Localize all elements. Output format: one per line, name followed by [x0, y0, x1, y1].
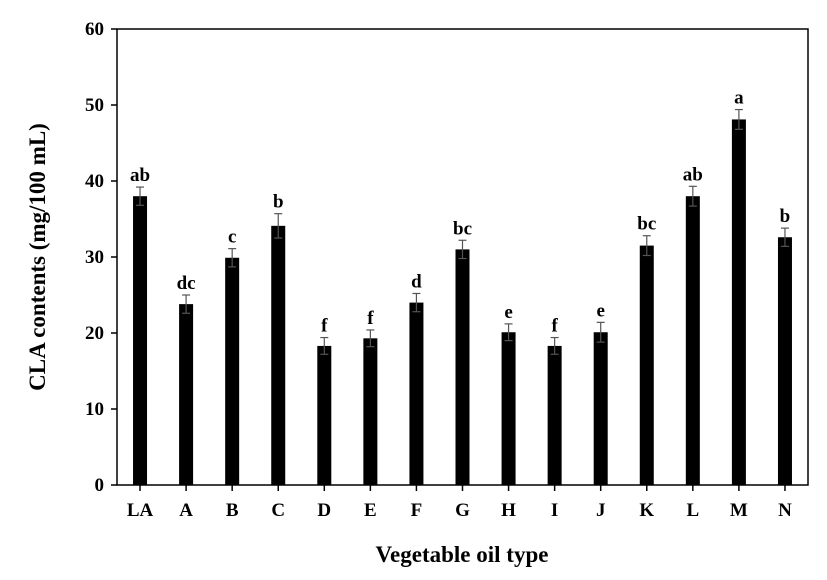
x-tick-label: C — [271, 500, 285, 521]
significance-label: d — [411, 271, 422, 292]
significance-label: f — [321, 316, 328, 337]
significance-label: f — [551, 316, 558, 337]
x-tick-label: N — [778, 500, 792, 521]
y-tick-label: 20 — [85, 323, 104, 344]
significance-label: b — [273, 192, 284, 213]
x-axis-title: Vegetable oil type — [376, 542, 549, 567]
bar — [317, 345, 332, 485]
significance-label: a — [734, 88, 744, 109]
significance-label: bc — [637, 214, 656, 235]
bar — [179, 304, 194, 485]
bar — [731, 119, 746, 485]
bar — [639, 245, 654, 485]
bar — [271, 225, 286, 485]
x-tick-label: K — [639, 500, 654, 521]
significance-label: ab — [683, 164, 703, 185]
significance-label: b — [780, 206, 791, 227]
y-axis-title: CLA contents (mg/100 mL) — [25, 123, 50, 391]
x-tick-label: F — [411, 500, 423, 521]
bar — [455, 249, 470, 485]
x-tick-label: G — [455, 500, 470, 521]
x-tick-label: LA — [127, 500, 154, 521]
bar — [501, 332, 516, 485]
x-tick-label: A — [179, 500, 193, 521]
y-tick-label: 40 — [85, 171, 104, 192]
x-tick-label: L — [686, 500, 699, 521]
bar — [363, 338, 378, 485]
x-tick-label: H — [501, 500, 516, 521]
bar — [685, 196, 700, 485]
significance-label: dc — [177, 273, 196, 294]
x-tick-label: D — [317, 500, 331, 521]
significance-label: c — [228, 227, 236, 248]
significance-label: e — [504, 302, 512, 323]
bar — [777, 237, 792, 485]
x-tick-label: J — [596, 500, 606, 521]
y-tick-label: 60 — [85, 19, 104, 40]
y-tick-label: 30 — [85, 247, 104, 268]
x-tick-label: B — [226, 500, 239, 521]
significance-label: f — [367, 308, 374, 329]
bar — [547, 345, 562, 485]
y-tick-label: 50 — [85, 95, 104, 116]
y-tick-label: 10 — [85, 399, 104, 420]
y-tick-label: 0 — [95, 475, 105, 496]
plot-area: 0102030405060abLAdcAcBbCfDfEdFbcGeHfIeJb… — [85, 19, 809, 521]
bar — [409, 302, 424, 485]
x-tick-label: M — [730, 500, 748, 521]
significance-label: ab — [130, 165, 150, 186]
bar — [225, 257, 240, 485]
x-tick-label: I — [551, 500, 558, 521]
bar — [593, 332, 608, 485]
significance-label: bc — [453, 218, 472, 239]
x-tick-label: E — [364, 500, 377, 521]
significance-label: e — [596, 300, 604, 321]
bar — [133, 196, 148, 485]
